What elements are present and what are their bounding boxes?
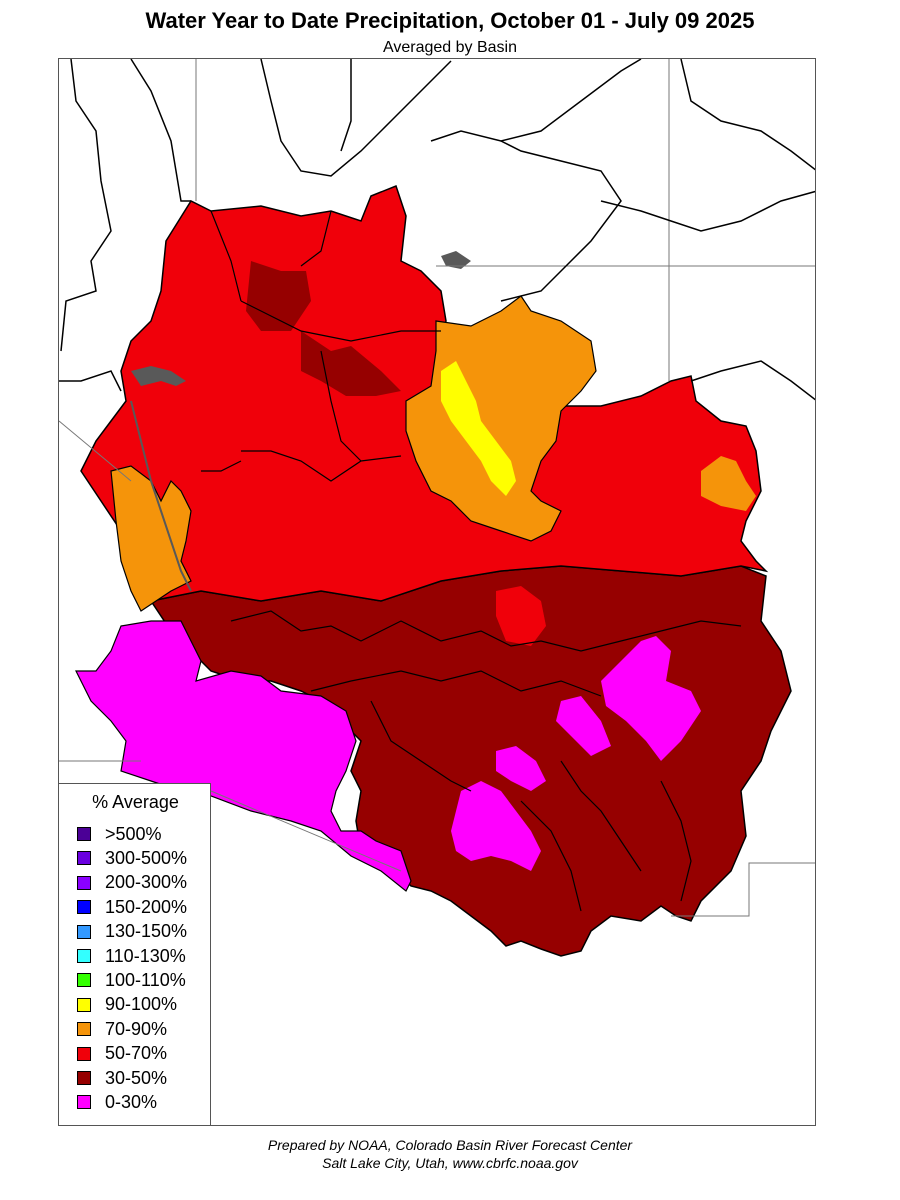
map-frame [58, 58, 816, 1126]
legend-label: 90-100% [105, 994, 178, 1015]
lake-powell [131, 366, 186, 386]
basin-map [59, 59, 815, 957]
legend-item: 110-130% [77, 945, 186, 967]
region-70-90-west [110, 465, 192, 612]
region-0-30-southwest [75, 620, 412, 892]
legend-item: 50-70% [77, 1043, 167, 1065]
region-70-90-east [405, 295, 597, 542]
region-30-50-band [301, 331, 401, 396]
legend-swatch [77, 997, 91, 1012]
map-subtitle: Averaged by Basin [382, 39, 517, 56]
legend-label: 70-90% [105, 1018, 168, 1039]
legend-swatch [77, 949, 91, 963]
flaming-gorge-reservoir [441, 251, 471, 269]
legend-label: 200-300% [105, 872, 188, 893]
region-0-30-east [601, 636, 701, 761]
legend-title: % Average [92, 792, 179, 812]
region-70-90-small [701, 456, 756, 511]
legend-swatch [77, 1022, 91, 1037]
legend-swatch [77, 1095, 91, 1110]
credit-line-1: Prepared by NOAA, Colorado Basin River F… [267, 1137, 633, 1153]
legend-item: 70-90% [77, 1018, 167, 1040]
region-0-30-southcentral [496, 746, 546, 791]
legend-swatch [77, 875, 91, 890]
legend-swatch [77, 1071, 91, 1085]
legend-item: 130-150% [77, 921, 187, 943]
legend-item: 150-200% [77, 896, 187, 918]
legend-swatch [77, 900, 91, 915]
legend-label: 150-200% [105, 896, 188, 917]
legend-label: 300-500% [105, 847, 188, 868]
legend-item: >500% [77, 823, 162, 845]
river-trace [130, 400, 192, 592]
legend-label: >500% [105, 823, 162, 844]
legend-item: 200-300% [77, 872, 187, 894]
legend-swatch [77, 1046, 91, 1061]
map-title: Water Year to Date Precipitation, Octobe… [145, 8, 755, 33]
basin-outlines-north [59, 59, 815, 401]
region-0-30-eastsmall [556, 696, 611, 756]
legend-label: 50-70% [105, 1043, 168, 1064]
legend-item: 0-30% [77, 1091, 157, 1113]
legend-swatch [77, 924, 91, 939]
legend-item: 300-500% [77, 847, 187, 869]
region-90-100 [441, 361, 516, 496]
legend-swatch [77, 827, 91, 841]
credit-line-2: Salt Lake City, Utah, www.cbrfc.noaa.gov [322, 1155, 578, 1171]
region-0-30-south [451, 781, 541, 871]
legend-item: 100-110% [77, 969, 186, 991]
legend-item: 90-100% [77, 994, 177, 1016]
legend-label: 110-130% [105, 945, 186, 966]
region-50-70-southpatch [496, 586, 546, 646]
legend-swatch [77, 973, 91, 988]
legend-label: 100-110% [105, 969, 186, 990]
legend-label: 0-30% [105, 1091, 158, 1112]
legend: % Average >500% 300-500% 200-300% 150-200% 1… [58, 783, 211, 1126]
legend-label: 30-50% [105, 1067, 168, 1088]
basin-outlines-internal [201, 210, 742, 912]
legend-item: 30-50% [77, 1067, 167, 1089]
legend-swatch [77, 851, 91, 866]
region-30-50-northeast [246, 261, 311, 331]
legend-label: 130-150% [105, 921, 188, 942]
